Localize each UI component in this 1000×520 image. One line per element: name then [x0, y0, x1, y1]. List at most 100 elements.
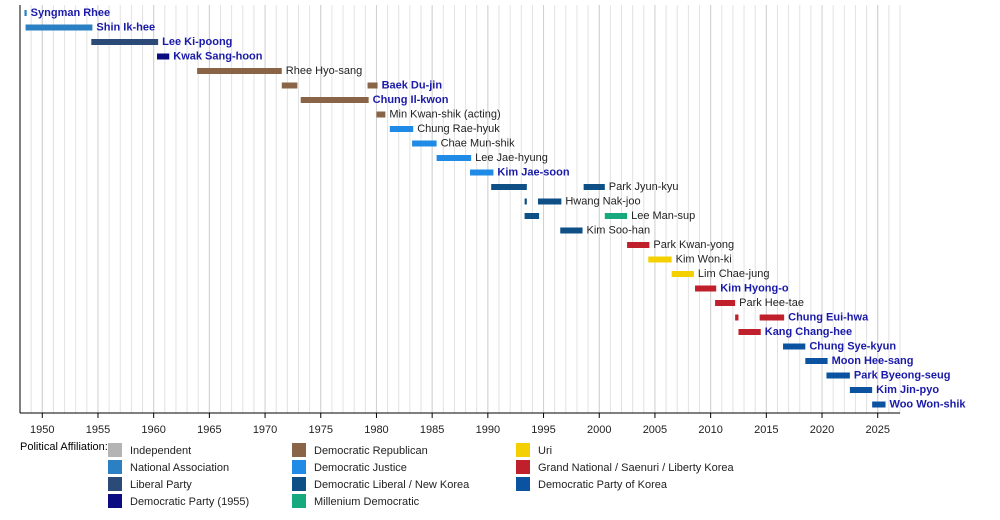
bar	[826, 372, 850, 379]
bar	[872, 401, 886, 408]
row-label: Park Jyun-kyu	[609, 181, 679, 193]
row-label: Kim Jae-soon	[497, 166, 569, 178]
legend-swatch	[292, 494, 306, 508]
legend-label: Uri	[538, 445, 552, 457]
bar	[524, 213, 540, 219]
legend-swatch	[516, 460, 530, 474]
legend-label: Democratic Justice	[314, 462, 407, 474]
legend-swatch	[292, 443, 306, 457]
row-label: Chae Mun-shik	[441, 137, 515, 149]
row-label: Moon Hee-sang	[832, 355, 914, 367]
row-label: Kim Hyong-o	[720, 282, 789, 294]
bar	[738, 329, 761, 335]
x-tick-label: 2000	[587, 424, 611, 436]
bar	[470, 169, 494, 176]
legend-swatch	[108, 477, 122, 491]
legend-label: Democratic Republican	[314, 445, 428, 457]
row-label: Chung Eui-hwa	[788, 311, 869, 323]
row-label: Kim Soo-han	[587, 224, 651, 236]
bar	[376, 111, 386, 118]
x-tick-label: 1980	[364, 424, 388, 436]
row-label: Lee Jae-hyung	[475, 152, 548, 164]
bar	[25, 24, 93, 31]
x-tick-label: 1950	[30, 424, 54, 436]
legend-swatch	[108, 460, 122, 474]
x-tick-label: 2020	[810, 424, 834, 436]
bar	[604, 213, 628, 219]
bar	[389, 126, 414, 132]
legend-label: Independent	[130, 445, 191, 457]
bar	[759, 314, 785, 321]
row-label: Lee Man-sup	[631, 210, 695, 222]
row-label: Kim Won-ki	[676, 253, 732, 265]
legend-label: Democratic Liberal / New Korea	[314, 479, 470, 491]
legend-swatch	[516, 443, 530, 457]
legend-label: National Association	[130, 462, 229, 474]
bar	[197, 68, 282, 74]
row-label: Lim Chae-jung	[698, 268, 770, 280]
x-tick-label: 2010	[698, 424, 722, 436]
row-label: Shin Ik-hee	[96, 21, 155, 33]
bar	[491, 184, 527, 190]
legend-label: Democratic Party of Korea	[538, 479, 668, 491]
legend-label: Grand National / Saenuri / Liberty Korea	[538, 462, 735, 474]
row-label: Chung Il-kwon	[373, 94, 449, 106]
x-tick-label: 1960	[141, 424, 165, 436]
row-label: Woo Won-shik	[890, 398, 967, 410]
row-label: Park Kwan-yong	[653, 239, 734, 251]
x-tick-label: 1970	[253, 424, 277, 436]
row-label: Hwang Nak-joo	[565, 195, 640, 207]
bar	[436, 155, 472, 161]
x-tick-label: 2005	[643, 424, 667, 436]
bar	[524, 198, 527, 205]
row-label: Park Byeong-seug	[854, 369, 951, 381]
legend-label: Democratic Party (1955)	[130, 496, 249, 508]
bar	[695, 285, 717, 292]
bar	[367, 82, 378, 89]
bar	[783, 343, 806, 350]
bar	[805, 358, 828, 364]
bar	[24, 10, 27, 16]
x-tick-label: 1965	[197, 424, 221, 436]
x-tick-label: 1995	[531, 424, 555, 436]
row-label: Baek Du-jin	[382, 79, 443, 91]
row-label: Kang Chang-hee	[765, 326, 852, 338]
legend-label: Liberal Party	[130, 479, 192, 491]
bar	[157, 53, 170, 60]
bar	[583, 184, 605, 190]
row-label: Kwak Sang-hoon	[173, 50, 263, 62]
row-label: Lee Ki-poong	[162, 36, 232, 48]
legend-swatch	[108, 494, 122, 508]
bar	[627, 242, 650, 248]
legend-swatch	[292, 477, 306, 491]
legend-label: Millenium Democratic	[314, 496, 420, 508]
bar	[300, 97, 369, 103]
bar	[91, 39, 159, 45]
x-tick-label: 2015	[754, 424, 778, 436]
legend-swatch	[108, 443, 122, 457]
bar	[849, 387, 873, 393]
bar	[735, 314, 739, 321]
bar	[715, 300, 736, 306]
row-label: Min Kwan-shik (acting)	[389, 108, 500, 120]
bar	[537, 198, 562, 205]
legend-swatch	[516, 477, 530, 491]
row-label: Rhee Hyo-sang	[286, 65, 362, 77]
bar	[671, 271, 694, 277]
row-label: Chung Sye-kyun	[809, 340, 896, 352]
bar	[560, 227, 583, 234]
legend-swatch	[292, 460, 306, 474]
legend-title: Political Affiliation:	[20, 441, 108, 453]
x-tick-label: 2025	[865, 424, 889, 436]
x-tick-label: 1985	[420, 424, 444, 436]
x-tick-label: 1955	[86, 424, 110, 436]
row-label: Chung Rae-hyuk	[417, 123, 500, 135]
row-label: Park Hee-tae	[739, 297, 804, 309]
row-label: Syngman Rhee	[31, 7, 110, 19]
bar	[412, 140, 437, 147]
bar	[648, 256, 672, 263]
row-label: Kim Jin-pyo	[876, 384, 939, 396]
bar	[281, 82, 298, 89]
x-tick-label: 1990	[476, 424, 500, 436]
